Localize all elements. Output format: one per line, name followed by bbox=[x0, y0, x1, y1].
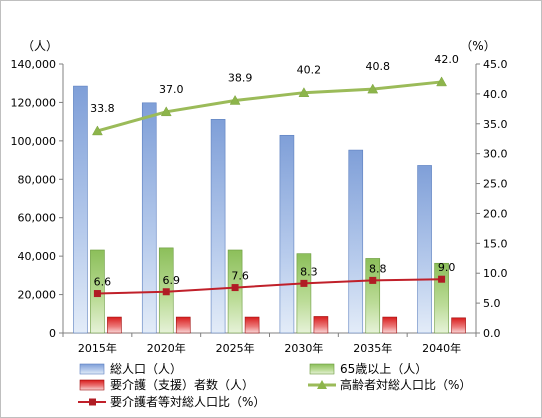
bar-total-population bbox=[210, 119, 226, 334]
right-tick-label: 45.0 bbox=[483, 58, 508, 71]
x-tick-label: 2020年 bbox=[147, 341, 186, 355]
line-care-ratio bbox=[97, 278, 442, 295]
marker-elderly-ratio bbox=[298, 87, 310, 97]
legend-elderly-ratio-label: 高齢者対総人口比（%） bbox=[340, 377, 471, 392]
right-tick-label: 15.0 bbox=[483, 237, 508, 250]
legend-care-ratio-swatch-marker bbox=[89, 398, 96, 406]
legend-elderly-ratio-swatch-marker bbox=[317, 380, 327, 389]
x-tick-label: 2030年 bbox=[284, 341, 323, 355]
line-elderly-ratio bbox=[97, 80, 442, 133]
bar-care-needed bbox=[244, 316, 260, 334]
right-tick-label: 10.0 bbox=[483, 267, 508, 280]
data-label-care-ratio: 8.8 bbox=[369, 262, 387, 275]
left-tick-label: 140,000 bbox=[11, 58, 57, 71]
left-tick-label: 0 bbox=[49, 327, 56, 340]
data-label-elderly-ratio: 38.9 bbox=[228, 71, 253, 84]
bar-care-needed bbox=[451, 317, 466, 334]
data-label-elderly-ratio: 40.2 bbox=[297, 64, 322, 77]
legend-age65-plus-label: 65歳以上（人） bbox=[340, 362, 427, 376]
left-tick-label: 40,000 bbox=[18, 250, 57, 263]
right-tick-label: 5.0 bbox=[483, 297, 501, 310]
bar-care-needed bbox=[107, 316, 122, 334]
left-tick-label: 120,000 bbox=[11, 96, 57, 109]
marker-care-ratio bbox=[162, 288, 170, 296]
legend-age65-plus-swatch bbox=[309, 363, 335, 375]
x-tick-label: 2015年 bbox=[78, 341, 117, 355]
marker-care-ratio bbox=[438, 275, 446, 283]
legend-care-ratio-label: 要介護者等対総人口比（%） bbox=[110, 394, 265, 409]
right-tick-label: 25.0 bbox=[483, 178, 508, 191]
legend-total-population-label: 総人口（人） bbox=[110, 362, 182, 376]
marker-elderly-ratio bbox=[367, 83, 379, 94]
left-tick-label: 80,000 bbox=[18, 173, 57, 186]
right-tick-label: 40.0 bbox=[483, 88, 508, 101]
data-label-elderly-ratio: 37.0 bbox=[159, 83, 184, 96]
data-label-elderly-ratio: 40.8 bbox=[366, 60, 391, 73]
data-label-care-ratio: 6.9 bbox=[163, 274, 181, 287]
marker-elderly-ratio bbox=[91, 125, 103, 136]
right-tick-label: 0.0 bbox=[483, 327, 501, 340]
bar-age65-plus bbox=[227, 249, 243, 334]
data-label-care-ratio: 7.6 bbox=[231, 270, 249, 283]
data-label-care-ratio: 9.0 bbox=[438, 261, 456, 274]
legend-care-needed-label: 要介護（支援）者数（人） bbox=[110, 377, 254, 392]
right-tick-label: 35.0 bbox=[483, 118, 508, 131]
data-label-care-ratio: 8.3 bbox=[300, 265, 318, 278]
bar-total-population bbox=[348, 149, 364, 334]
marker-care-ratio bbox=[300, 279, 308, 287]
marker-care-ratio bbox=[369, 276, 377, 284]
bar-total-population bbox=[73, 85, 88, 334]
bar-total-population bbox=[141, 102, 157, 334]
data-label-care-ratio: 6.6 bbox=[94, 276, 112, 289]
bar-care-needed bbox=[175, 316, 191, 334]
marker-elderly-ratio bbox=[229, 94, 241, 105]
left-tick-label: 100,000 bbox=[11, 135, 57, 148]
bar-care-needed bbox=[382, 316, 398, 334]
bar-age65-plus bbox=[296, 253, 312, 334]
marker-care-ratio bbox=[231, 284, 239, 292]
bar-total-population bbox=[279, 134, 295, 334]
legend-total-population-swatch bbox=[79, 363, 105, 375]
left-tick-label: 60,000 bbox=[18, 212, 57, 225]
x-tick-label: 2025年 bbox=[216, 341, 255, 355]
legend-care-needed-swatch bbox=[79, 379, 105, 391]
data-label-elderly-ratio: 42.0 bbox=[434, 53, 459, 66]
left-tick-label: 20,000 bbox=[18, 289, 57, 302]
bar-total-population bbox=[417, 165, 432, 334]
bar-care-needed bbox=[313, 316, 329, 334]
marker-elderly-ratio bbox=[436, 76, 448, 87]
right-tick-label: 20.0 bbox=[483, 207, 508, 220]
marker-elderly-ratio bbox=[160, 106, 172, 117]
x-tick-label: 2035年 bbox=[353, 341, 392, 355]
data-label-elderly-ratio: 33.8 bbox=[90, 102, 115, 115]
left-axis-unit: （人） bbox=[22, 39, 58, 53]
marker-care-ratio bbox=[93, 290, 101, 298]
x-tick-label: 2040年 bbox=[422, 341, 461, 355]
right-axis-unit: （%） bbox=[460, 39, 495, 53]
right-tick-label: 30.0 bbox=[483, 148, 508, 161]
